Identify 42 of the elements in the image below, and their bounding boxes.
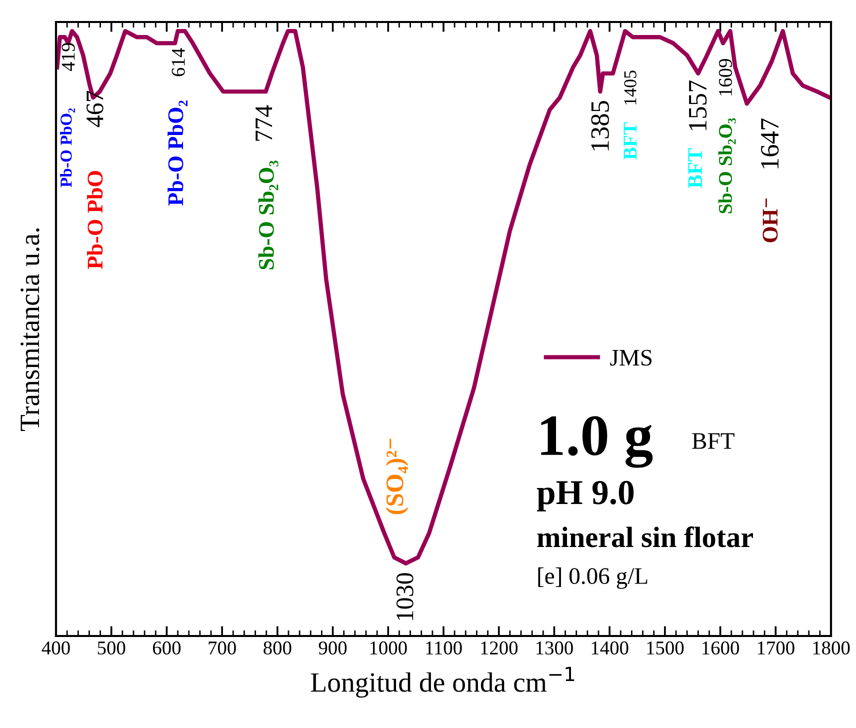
x-tick-label: 1300 xyxy=(536,641,573,655)
annotation: 419 xyxy=(62,43,75,72)
x-tick-label: 800 xyxy=(264,641,292,655)
x-tick-label: 1100 xyxy=(426,641,462,655)
y-axis-title: Transmitancia u.a. xyxy=(20,228,40,431)
annotation: BFT xyxy=(624,122,637,160)
annotation: 1609 xyxy=(718,59,732,96)
x-tick-label: 1600 xyxy=(702,641,739,655)
annotation: 1647 xyxy=(760,118,779,168)
annotation: BFT xyxy=(692,433,734,449)
x-tick-label: 500 xyxy=(98,641,126,655)
annotation: [e] 0.06 g/L xyxy=(538,567,648,589)
annotation: 467 xyxy=(86,90,104,128)
x-tick-label: 1800 xyxy=(813,641,850,655)
annotation: BFT xyxy=(688,148,702,188)
x-tick-label: 400 xyxy=(42,641,70,655)
annotation: 1.0 g xyxy=(541,416,653,468)
annotation: 1557 xyxy=(688,80,707,130)
annotation: Sb-O Sb₂O₃ xyxy=(258,160,278,270)
x-tick-label: 600 xyxy=(152,641,181,655)
annotation: mineral sin flotar xyxy=(537,526,753,548)
x-tick-label: 1200 xyxy=(481,641,518,655)
annotation: 774 xyxy=(256,105,272,141)
annotation: 614 xyxy=(172,48,185,76)
x-tick-label: 1700 xyxy=(758,641,794,655)
x-tick-label: 700 xyxy=(208,641,236,655)
x-tick-label: 1000 xyxy=(370,641,407,655)
annotation: Pb-O PbO xyxy=(87,171,103,269)
annotation: (SO₄)²⁻ xyxy=(386,438,408,514)
annotation: Pb-O PbO₂ xyxy=(60,108,75,188)
x-tick-label: 1500 xyxy=(647,641,684,655)
x-axis-title: Longitud de onda cm$^{−1}$ xyxy=(310,666,574,698)
annotation: OH⁻ xyxy=(762,198,778,242)
annotation: Pb-O PbO₂ xyxy=(168,100,188,206)
annotation: pH 9.0 xyxy=(536,480,634,512)
annotation: Sb-O Sb₂O₃ xyxy=(718,118,736,214)
annotation: 1405 xyxy=(624,70,636,104)
legend-label: JMS xyxy=(610,350,652,366)
annotation: 1385 xyxy=(591,101,609,150)
x-tick-label: 900 xyxy=(318,641,347,655)
x-tick-label: 1400 xyxy=(592,641,628,655)
annotation: 1030 xyxy=(396,573,414,620)
